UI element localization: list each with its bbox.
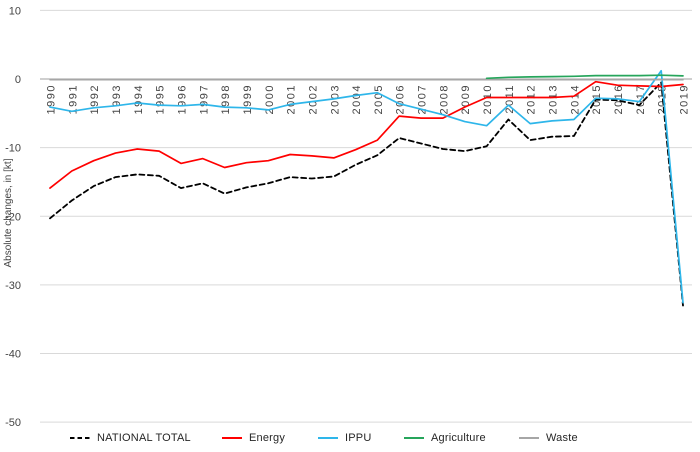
energy-line-icon [222,437,242,439]
legend-label: Energy [249,432,286,444]
legend-item-national-total: NATIONAL TOTAL [70,430,191,446]
x-tick-label-2008: 2008 [438,84,450,114]
legend-label: Waste [546,432,578,444]
x-tick-label-2006: 2006 [395,84,407,114]
x-tick-label-1997: 1997 [198,84,210,114]
x-tick-label-2012: 2012 [526,84,538,114]
x-tick-label-1995: 1995 [155,84,167,114]
agriculture-line-icon [404,437,424,439]
legend-item-ippu: IPPU [318,430,371,446]
series-line-national-total [49,81,684,307]
series-line-ippu [49,69,684,304]
x-tick-label-2014: 2014 [569,84,581,114]
y-tick-label: -40 [5,349,21,361]
x-tick-label-2005: 2005 [373,84,385,114]
x-tick-label-1998: 1998 [220,84,232,114]
y-tick-label: -30 [5,280,21,292]
x-tick-label-1991: 1991 [67,84,79,114]
y-tick-label: -10 [5,143,21,155]
x-tick-label-2013: 2013 [548,84,560,114]
y-tick-label: -20 [5,211,21,223]
x-tick-label-1992: 1992 [89,84,101,114]
series-line-agriculture [485,74,684,80]
legend-label: NATIONAL TOTAL [97,432,191,444]
x-tick-label-1990: 1990 [46,84,58,114]
legend-item-agriculture: Agriculture [404,430,486,446]
y-tick-label: 0 [15,74,21,86]
y-tick-label: 10 [9,5,21,17]
x-tick-label-2007: 2007 [417,84,429,114]
y-axis-title: Absolute changes, in [kt] [3,158,14,267]
chart-canvas: 10 0 -10 -20 -30 -40 -50 1990 1991 1992 1993 1994 19… [3,5,692,429]
series-line-energy [49,80,684,189]
national-total-dashed-line-icon [70,437,90,439]
x-tick-label-1994: 1994 [133,84,145,114]
y-tick-label: -50 [5,417,21,429]
legend-item-waste: Waste [519,430,578,446]
x-tick-label-2000: 2000 [264,84,276,114]
x-tick-label-1999: 1999 [242,84,254,114]
x-tick-label-2001: 2001 [286,84,298,114]
x-tick-label-2019: 2019 [679,84,691,114]
legend-label: IPPU [345,432,372,444]
x-tick-label-1993: 1993 [111,84,123,114]
legend-item-energy: Energy [222,430,285,446]
legend-label: Agriculture [431,432,486,444]
x-tick-label-2002: 2002 [307,84,319,114]
waste-line-icon [519,437,539,439]
x-tick-label-2009: 2009 [460,84,472,114]
ippu-line-icon [318,437,338,439]
chart-legend: NATIONAL TOTAL Energy IPPU Agriculture W… [0,430,700,450]
x-tick-label-2010: 2010 [482,84,494,114]
x-tick-label-2004: 2004 [351,84,363,114]
x-tick-label-1996: 1996 [176,84,188,114]
